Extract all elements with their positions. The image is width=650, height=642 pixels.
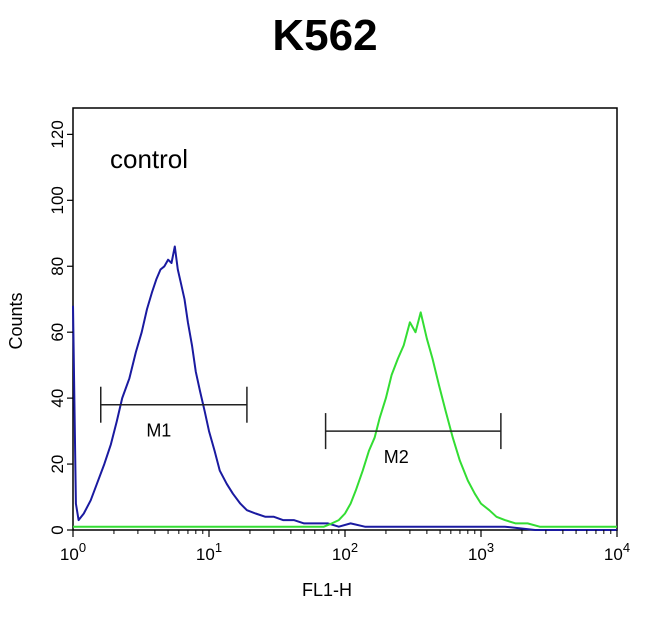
control-annotation: control bbox=[110, 144, 188, 174]
y-tick-label: 20 bbox=[48, 455, 67, 474]
x-axis-label: FL1-H bbox=[302, 580, 352, 600]
axis-layer: 0 20 40 60 80 100 120 100 101 102 103 104 bbox=[48, 120, 630, 564]
histogram-series-2 bbox=[73, 311, 617, 528]
x-tick-label: 101 bbox=[196, 540, 222, 564]
y-tick-label: 40 bbox=[48, 389, 67, 408]
x-tick-label: 102 bbox=[332, 540, 358, 564]
y-tick-label: 100 bbox=[48, 186, 67, 214]
y-tick-label: 0 bbox=[48, 525, 67, 534]
marker-layer: M1 M2 bbox=[100, 386, 502, 467]
y-tick-label: 60 bbox=[48, 323, 67, 342]
chart-title: K562 bbox=[272, 11, 377, 60]
x-tick-label: 103 bbox=[468, 540, 494, 564]
series-layer bbox=[72, 245, 617, 531]
y-tick-label: 120 bbox=[48, 120, 67, 148]
marker-label: M2 bbox=[384, 447, 409, 467]
y-tick-label: 80 bbox=[48, 257, 67, 276]
y-axis-label: Counts bbox=[6, 292, 26, 349]
x-tick-label: 104 bbox=[604, 540, 630, 564]
histogram-series-1 bbox=[72, 245, 617, 531]
marker-label: M1 bbox=[146, 421, 171, 441]
x-tick-label: 100 bbox=[60, 540, 86, 564]
